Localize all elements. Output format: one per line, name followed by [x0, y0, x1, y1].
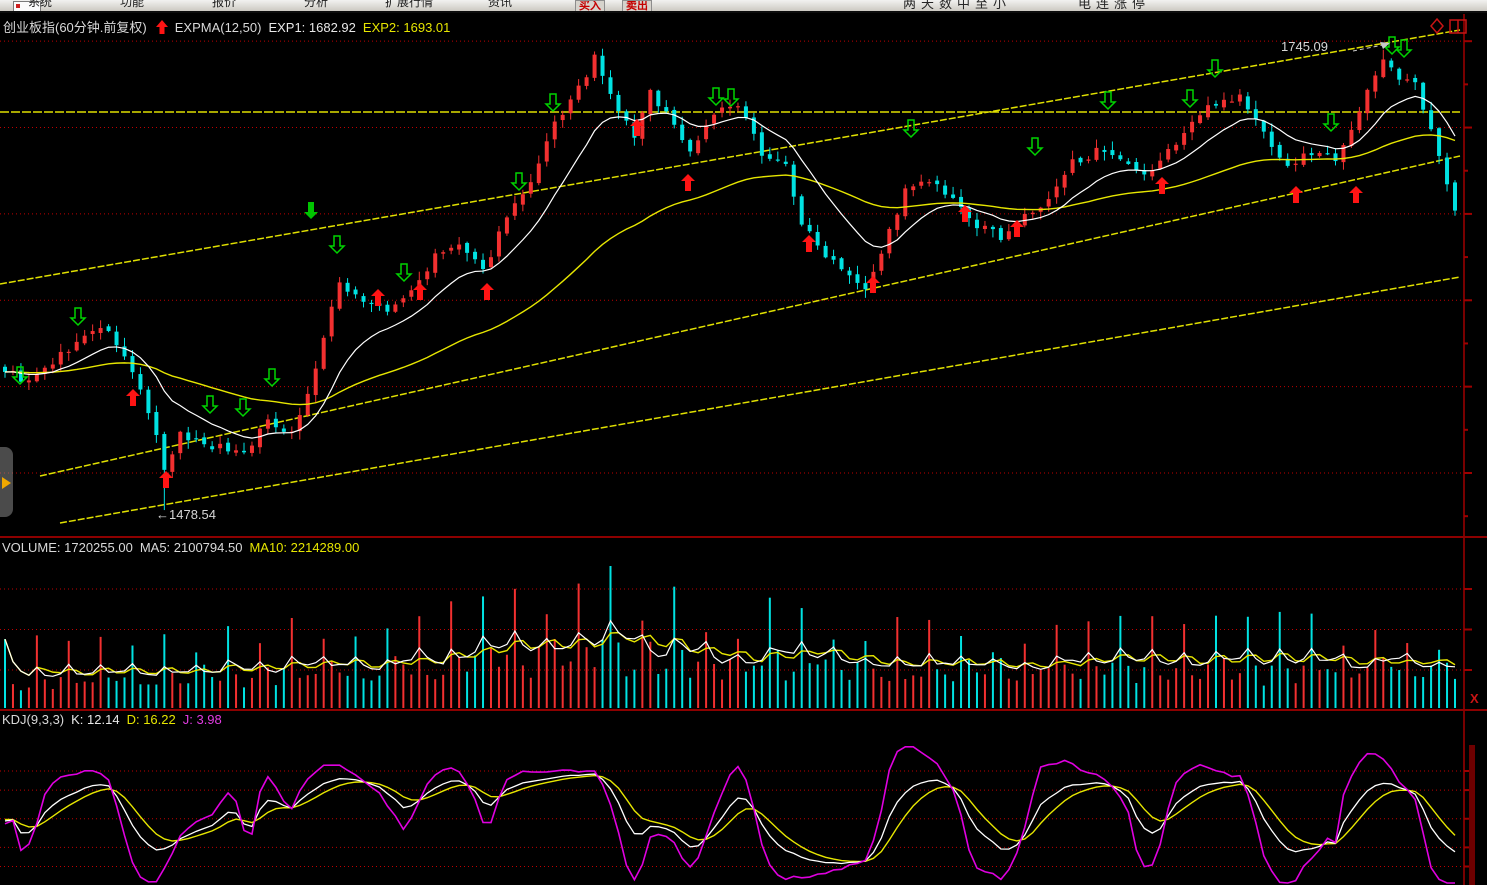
volume-value: VOLUME: 1720255.00	[2, 540, 133, 555]
volume-ma5-value: MA5: 2100794.50	[139, 540, 243, 555]
menu-fragment-1: 电连涨停	[1078, 0, 1151, 11]
up-arrow-icon	[155, 20, 168, 34]
panel-separator	[0, 536, 1487, 538]
kdj-j-value: J: 3.98	[182, 712, 222, 727]
kdj-k-value: K: 12.14	[71, 712, 120, 727]
panel-separator-2	[0, 709, 1487, 711]
menu-item-1[interactable]: 功能	[120, 0, 145, 9]
exp1-value: EXP1: 1682.92	[268, 20, 356, 35]
kdj-d-value: D: 16.22	[126, 712, 176, 727]
kdj-panel[interactable]	[0, 711, 1487, 885]
symbol-title: 创业板指(60分钟.前复权)	[3, 20, 147, 35]
indicator-label: EXPMA(12,50)	[174, 20, 262, 35]
drawer-arrow-icon	[2, 477, 11, 489]
app-icon[interactable]	[13, 1, 41, 11]
menu-item-4[interactable]: 扩展行情	[385, 0, 434, 9]
menu-bar: 系统 功能 报价 分析 扩展行情 资讯 买入 卖出 两天数中至小 电连涨停	[0, 0, 1487, 13]
main-chart-header: 创业板指(60分钟.前复权) EXPMA(12,50) EXP1: 1682.92 E…	[3, 17, 457, 36]
menu-button-0[interactable]: 买入	[575, 0, 605, 11]
kdj-header: KDJ(9,3,3) K: 12.14 D: 16.22 J: 3.98	[2, 712, 229, 727]
menu-item-3[interactable]: 分析	[304, 0, 329, 9]
diamond-icon[interactable]	[1430, 17, 1444, 35]
volume-header: VOLUME: 1720255.00 MA5: 2100794.50 MA10: 2…	[2, 540, 366, 555]
menu-button-1[interactable]: 卖出	[622, 0, 652, 11]
exp2-value: EXP2: 1693.01	[362, 20, 451, 35]
menu-fragment-0: 两天数中至小	[903, 0, 1012, 11]
volume-panel[interactable]	[0, 538, 1487, 709]
panel-scrollbar[interactable]	[1469, 745, 1475, 885]
app-icon-dot	[16, 4, 20, 8]
menu-item-5[interactable]: 资讯	[488, 0, 513, 9]
low-annotation: ←1478.54	[156, 507, 216, 522]
kdj-label: KDJ(9,3,3)	[2, 712, 65, 727]
volume-ma10-value: MA10: 2214289.00	[249, 540, 360, 555]
volume-close-icon[interactable]: X	[1470, 691, 1479, 706]
menu-item-0[interactable]: 系统	[28, 0, 53, 9]
high-annotation: 1745.09	[1281, 39, 1328, 54]
side-drawer-handle[interactable]	[0, 447, 13, 517]
menu-item-2[interactable]: 报价	[212, 0, 237, 9]
main-chart[interactable]	[0, 13, 1487, 536]
